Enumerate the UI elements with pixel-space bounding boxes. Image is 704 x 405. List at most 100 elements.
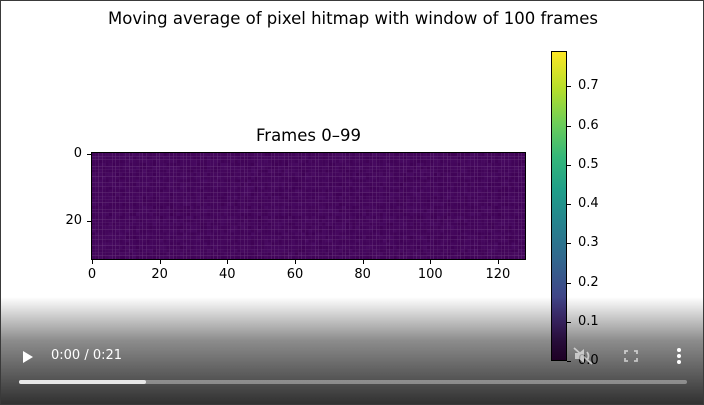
heatmap-cell <box>470 242 475 246</box>
heatmap-cell <box>146 159 150 164</box>
heatmap-cell <box>332 255 336 259</box>
heatmap-cell <box>386 169 390 173</box>
heatmap-cell <box>318 206 323 210</box>
heatmap-cell <box>112 215 116 220</box>
heatmap-cell <box>142 209 147 213</box>
heatmap-cell <box>362 186 367 190</box>
heatmap-cell <box>196 229 201 233</box>
heatmap-cell <box>152 212 157 217</box>
heatmap-cell <box>301 215 306 220</box>
heatmap-cell <box>179 199 184 203</box>
heatmap-cell <box>92 239 96 243</box>
heatmap-cell <box>325 212 329 217</box>
heatmap-cell <box>125 176 130 180</box>
heatmap-cell <box>95 212 99 217</box>
heatmap-cell <box>464 166 468 170</box>
heatmap-cell <box>146 172 150 177</box>
heatmap-cell <box>382 159 387 164</box>
heatmap-cell <box>382 242 387 246</box>
heatmap-cell <box>261 232 265 236</box>
heatmap-cell <box>183 159 187 164</box>
heatmap-cell <box>223 206 228 210</box>
heatmap-cell <box>413 153 417 157</box>
heatmap-cell <box>294 153 299 157</box>
mute-button[interactable] <box>571 345 595 367</box>
heatmap-cell <box>288 192 292 197</box>
volume-icon <box>573 347 593 365</box>
heatmap-cell <box>210 196 214 200</box>
heatmap-cell <box>443 229 448 233</box>
heatmap-cell <box>406 225 411 230</box>
heatmap-cell <box>139 176 143 180</box>
heatmap-cell <box>291 249 296 253</box>
heatmap-cell <box>271 166 275 170</box>
heatmap-cell <box>220 156 224 160</box>
heatmap-cell <box>166 162 170 167</box>
heatmap-cell <box>244 176 248 180</box>
heatmap-cell <box>399 156 404 160</box>
heatmap-cell <box>196 219 201 223</box>
heatmap-cell <box>322 169 326 173</box>
heatmap-cell <box>254 192 258 197</box>
heatmap-cell <box>102 179 106 183</box>
heatmap-cell <box>382 222 387 226</box>
heatmap-cell <box>193 176 197 180</box>
heatmap-cell <box>169 239 174 243</box>
heatmap-cell <box>342 169 346 173</box>
heatmap-cell <box>119 176 123 180</box>
heatmap-cell <box>467 225 471 230</box>
heatmap-cell <box>481 212 485 217</box>
heatmap-cell <box>301 209 306 213</box>
heatmap-cell <box>112 206 116 210</box>
fullscreen-button[interactable] <box>619 345 643 367</box>
play-button[interactable] <box>13 347 41 367</box>
heatmap-cell <box>322 239 326 243</box>
heatmap-cell <box>426 209 431 213</box>
heatmap-cell <box>210 159 214 164</box>
heatmap-cell <box>328 202 333 207</box>
heatmap-cell <box>393 153 397 157</box>
heatmap-cell <box>149 229 153 233</box>
heatmap-cell <box>234 209 238 213</box>
heatmap-cell <box>308 176 312 180</box>
heatmap-cell <box>467 245 471 250</box>
heatmap-cell <box>491 192 495 197</box>
heatmap-cell <box>491 249 495 253</box>
heatmap-cell <box>386 229 390 233</box>
heatmap-cell <box>338 179 343 183</box>
heatmap-cell <box>196 179 201 183</box>
heatmap-cell <box>284 242 289 246</box>
heatmap-cell <box>190 156 194 160</box>
heatmap-cell <box>443 239 448 243</box>
heatmap-cell <box>508 169 512 173</box>
heatmap-cell <box>163 255 167 259</box>
heatmap-cell <box>470 229 475 233</box>
heatmap-cell <box>396 209 400 213</box>
heatmap-cell <box>362 209 367 213</box>
heatmap-cell <box>504 202 509 207</box>
progress-bar[interactable] <box>19 380 687 384</box>
heatmap-cell <box>450 235 455 240</box>
heatmap-cell <box>132 179 137 183</box>
heatmap-cell <box>264 186 268 190</box>
heatmap-cell <box>142 249 147 253</box>
heatmap-cell <box>325 153 329 157</box>
heatmap-cell <box>230 192 235 197</box>
heatmap-cell <box>460 249 465 253</box>
heatmap-cell <box>433 172 438 177</box>
heatmap-cell <box>366 169 370 173</box>
heatmap-cell <box>453 192 458 197</box>
heatmap-cell <box>237 215 241 220</box>
heatmap-cell <box>440 255 444 259</box>
heatmap-cell <box>318 229 323 233</box>
more-options-button[interactable] <box>667 345 691 367</box>
heatmap-cell <box>281 186 285 190</box>
heatmap-cell <box>521 249 525 253</box>
heatmap-cell <box>332 239 336 243</box>
heatmap-cell <box>443 232 448 236</box>
heatmap-cell <box>288 182 292 187</box>
heatmap-cell <box>152 255 157 259</box>
heatmap-cell <box>169 156 174 160</box>
heatmap-cell <box>342 172 346 177</box>
